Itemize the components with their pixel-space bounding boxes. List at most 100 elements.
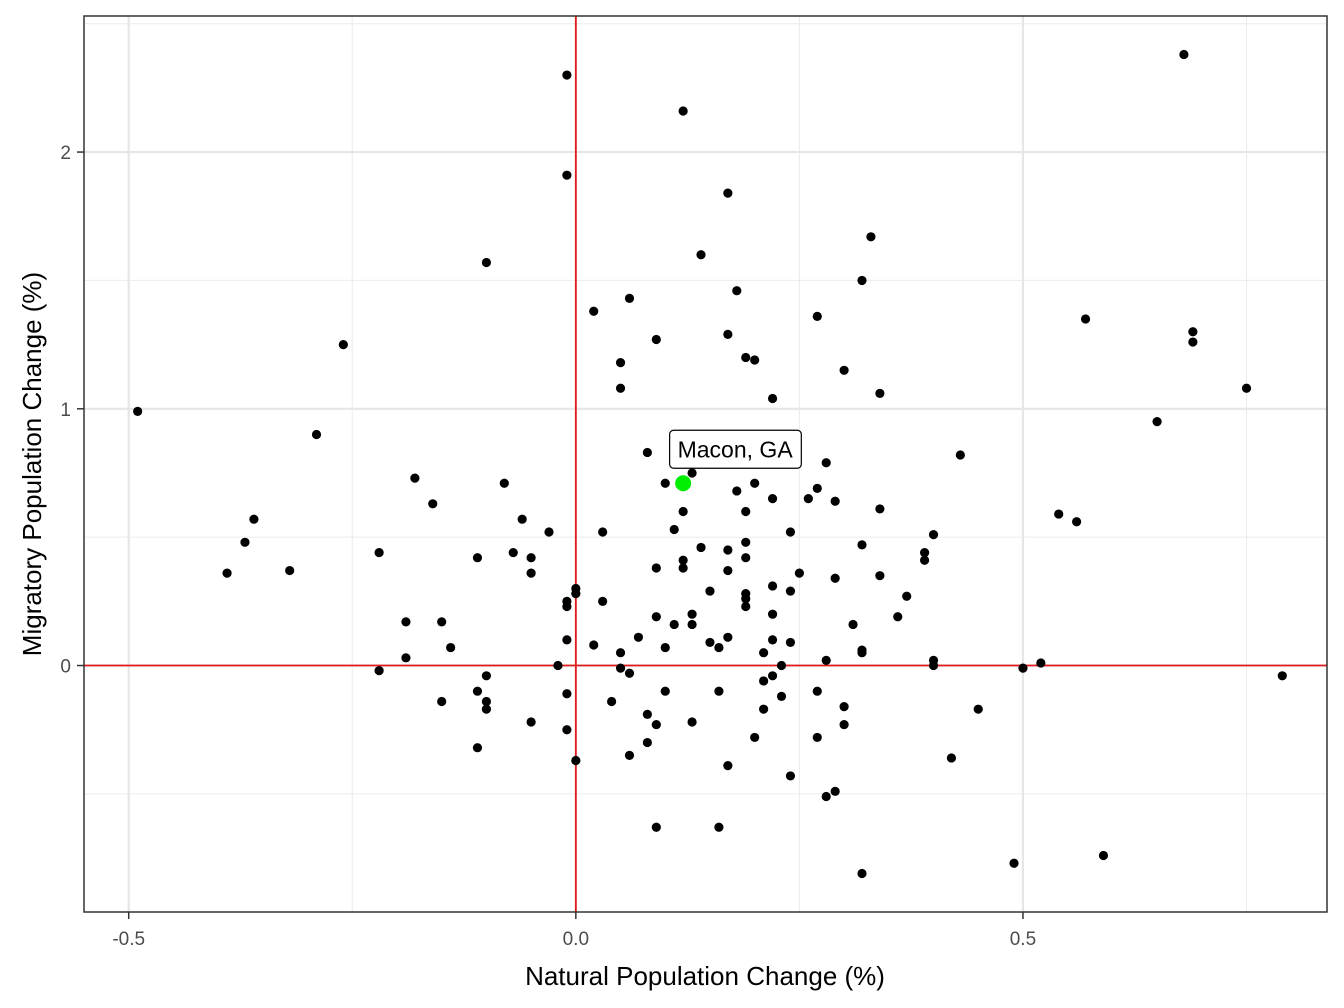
data-point bbox=[723, 565, 733, 576]
data-point bbox=[902, 591, 912, 601]
data-point bbox=[687, 468, 697, 478]
data-point bbox=[785, 527, 796, 537]
data-point bbox=[687, 619, 697, 630]
data-point bbox=[1036, 658, 1046, 668]
data-point bbox=[875, 388, 885, 398]
data-point bbox=[723, 761, 733, 771]
y-tick-label: 0 bbox=[60, 657, 71, 678]
data-point bbox=[240, 537, 250, 547]
data-point bbox=[481, 696, 492, 707]
data-point bbox=[133, 406, 143, 416]
data-point bbox=[830, 496, 840, 506]
data-point bbox=[401, 617, 411, 627]
data-point bbox=[759, 676, 769, 686]
data-point bbox=[1179, 49, 1189, 60]
highlight-point bbox=[675, 475, 692, 492]
data-point bbox=[776, 660, 787, 671]
y-axis-ticks: 0 1 2 bbox=[60, 143, 84, 678]
data-point bbox=[767, 581, 778, 591]
data-point bbox=[311, 429, 322, 440]
data-point bbox=[821, 458, 831, 468]
data-point bbox=[1018, 663, 1028, 673]
data-point bbox=[481, 704, 492, 714]
data-point bbox=[615, 383, 626, 393]
data-point bbox=[571, 755, 581, 766]
data-point bbox=[928, 530, 939, 540]
data-point bbox=[759, 648, 769, 658]
data-point bbox=[1188, 337, 1198, 347]
data-point bbox=[598, 527, 608, 537]
data-point bbox=[741, 594, 751, 604]
data-point bbox=[1152, 417, 1162, 427]
data-point bbox=[562, 170, 572, 180]
y-tick-label: 1 bbox=[60, 400, 71, 421]
data-point bbox=[481, 671, 492, 681]
data-point bbox=[812, 483, 822, 493]
data-point bbox=[857, 540, 867, 550]
data-point bbox=[562, 70, 572, 80]
x-axis-title: Natural Population Change (%) bbox=[525, 961, 885, 991]
data-point bbox=[374, 666, 384, 676]
data-point bbox=[1072, 517, 1082, 527]
data-point bbox=[919, 547, 930, 558]
data-point bbox=[624, 750, 635, 760]
data-point bbox=[562, 635, 572, 645]
data-point bbox=[1009, 858, 1019, 868]
data-point bbox=[812, 686, 822, 696]
data-point bbox=[785, 586, 796, 596]
y-tick-label: 2 bbox=[60, 143, 71, 164]
data-point bbox=[839, 365, 849, 375]
data-point bbox=[767, 671, 778, 681]
data-point bbox=[678, 506, 688, 517]
data-point bbox=[919, 555, 930, 565]
data-point bbox=[472, 553, 483, 563]
data-point bbox=[651, 334, 661, 345]
data-point bbox=[499, 478, 509, 488]
data-point bbox=[776, 691, 787, 701]
x-axis-ticks: -0.5 0.0 0.5 bbox=[112, 912, 1036, 950]
x-tick-label: -0.5 bbox=[112, 929, 145, 950]
data-point bbox=[866, 232, 876, 242]
data-point bbox=[767, 635, 778, 645]
data-point bbox=[759, 704, 769, 714]
data-point bbox=[928, 660, 939, 671]
data-point bbox=[553, 660, 563, 671]
y-axis-title: Migratory Population Change (%) bbox=[17, 272, 47, 656]
data-point bbox=[481, 257, 492, 268]
data-point bbox=[526, 553, 536, 563]
data-point bbox=[794, 568, 804, 578]
data-point bbox=[285, 565, 295, 576]
data-point bbox=[410, 473, 420, 483]
data-point bbox=[875, 571, 885, 581]
data-point bbox=[705, 637, 715, 648]
data-point bbox=[633, 632, 644, 642]
data-point bbox=[839, 719, 849, 730]
data-point bbox=[875, 504, 885, 514]
data-point bbox=[723, 632, 733, 642]
data-point bbox=[821, 791, 831, 802]
data-point bbox=[472, 743, 483, 753]
data-point bbox=[714, 642, 724, 653]
x-tick-label: 0.5 bbox=[1010, 929, 1036, 950]
data-point bbox=[615, 357, 626, 368]
data-point bbox=[973, 704, 983, 714]
data-point bbox=[750, 732, 760, 743]
data-point bbox=[687, 717, 697, 727]
data-point bbox=[785, 637, 796, 648]
data-point bbox=[696, 250, 706, 260]
data-point bbox=[1054, 509, 1064, 519]
data-point bbox=[651, 563, 661, 573]
data-point bbox=[946, 753, 957, 763]
data-point bbox=[1080, 314, 1091, 324]
data-point bbox=[651, 822, 661, 832]
data-point bbox=[750, 355, 760, 365]
data-point bbox=[651, 719, 661, 730]
data-point bbox=[562, 689, 572, 699]
data-point bbox=[642, 737, 652, 748]
data-point bbox=[642, 709, 652, 719]
data-point bbox=[508, 547, 518, 558]
data-point bbox=[857, 648, 867, 658]
data-point bbox=[830, 786, 840, 796]
data-point bbox=[1098, 850, 1109, 861]
